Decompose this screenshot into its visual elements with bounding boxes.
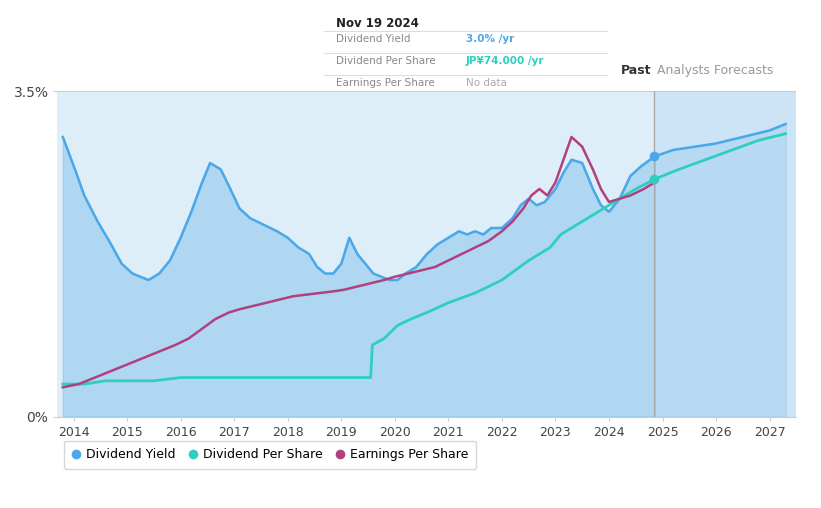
Text: Nov 19 2024: Nov 19 2024 [336, 17, 419, 30]
Text: Past: Past [621, 64, 652, 77]
Text: No data: No data [466, 78, 507, 88]
Text: Dividend Yield: Dividend Yield [336, 34, 410, 44]
Bar [654, 91, 796, 417]
Legend: Dividend Yield, Dividend Per Share, Earnings Per Share: Dividend Yield, Dividend Per Share, Earn… [64, 441, 476, 469]
Text: JP¥74.000 /yr: JP¥74.000 /yr [466, 56, 544, 66]
Text: 3.0% /yr: 3.0% /yr [466, 34, 514, 44]
Text: Earnings Per Share: Earnings Per Share [336, 78, 434, 88]
Text: Analysts Forecasts: Analysts Forecasts [657, 64, 773, 77]
Text: Dividend Per Share: Dividend Per Share [336, 56, 435, 66]
